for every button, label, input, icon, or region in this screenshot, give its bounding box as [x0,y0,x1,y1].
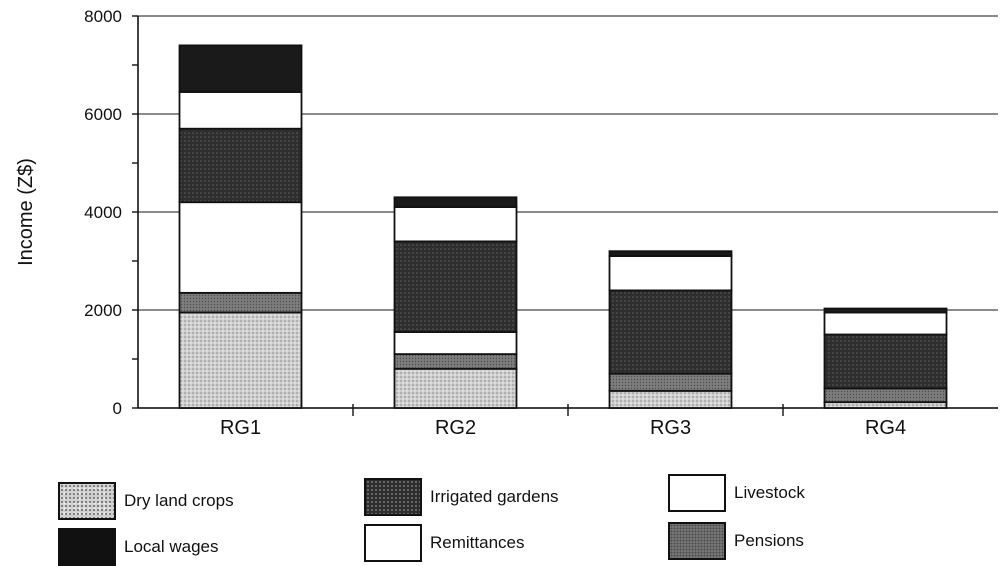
x-tick-label: RG3 [650,417,691,439]
bar-segment-pensions [393,353,518,370]
legend-item-dry-land-crops: Dry land crops [58,482,234,520]
bar-segment-local-wages [823,307,948,314]
legend: Dry land crops Local wages Irrigated gar… [0,470,1001,566]
legend-swatch-local-wages [58,528,116,566]
bars [178,44,948,409]
bar-stack-rg4 [823,307,948,409]
bar-stack-rg2 [393,196,518,409]
legend-swatch-irrigated-gardens [364,478,422,516]
y-tick-label: 0 [113,399,122,418]
x-tick-label: RG4 [865,417,906,439]
bar-segment-local-wages [393,196,518,209]
stacked-bar-chart: 0 2000 4000 6000 8000 RG1 RG2 RG3 RG4 Income (Z$… [15,7,998,439]
bar-segment-dry-land-crops [393,367,518,409]
bar-segment-irrigated-gardens [608,289,733,375]
legend-swatch-livestock [668,474,726,512]
bar-segment-dry-land-crops [178,311,303,409]
legend-item-pensions: Pensions [668,522,804,560]
bar-segment-irrigated-gardens [393,240,518,333]
legend-label-livestock: Livestock [734,483,805,502]
y-tick-label: 6000 [84,105,122,124]
bar-segment-pensions [823,387,948,404]
bar-segment-pensions [178,291,303,314]
bar-segment-livestock [178,201,303,294]
legend-label-irrigated-gardens: Irrigated gardens [430,487,559,506]
legend-item-livestock: Livestock [668,474,805,512]
bar-segment-pensions [608,372,733,392]
legend-label-remittances: Remittances [430,533,525,552]
legend-swatch-pensions [668,522,726,560]
bar-segment-irrigated-gardens [178,127,303,204]
y-tick-label: 8000 [84,7,122,26]
bar-segment-local-wages [178,44,303,93]
legend-item-remittances: Remittances [364,524,524,562]
legend-item-irrigated-gardens: Irrigated gardens [364,478,559,516]
legend-label-pensions: Pensions [734,531,804,550]
bar-segment-remittances [608,255,733,292]
legend-label-local-wages: Local wages [124,537,219,556]
y-tick-label: 4000 [84,203,122,222]
bar-segment-remittances [178,91,303,130]
bar-segment-remittances [823,311,948,336]
y-tick-label: 2000 [84,301,122,320]
legend-swatch-remittances [364,524,422,562]
bar-segment-dry-land-crops [608,389,733,409]
bar-segment-local-wages [608,250,733,257]
legend-label-dry-land-crops: Dry land crops [124,491,234,510]
bar-segment-remittances [393,206,518,243]
y-axis-label: Income (Z$) [15,158,37,266]
bar-segment-irrigated-gardens [823,333,948,390]
legend-swatch-dry-land-crops [58,482,116,520]
bar-stack-rg3 [608,250,733,409]
legend-item-local-wages: Local wages [58,528,219,566]
bar-segment-livestock [393,331,518,355]
x-tick-label: RG1 [220,417,261,439]
x-tick-label: RG2 [435,417,476,439]
bar-stack-rg1 [178,44,303,409]
tick-labels: 0 2000 4000 6000 8000 RG1 RG2 RG3 RG4 [84,7,906,439]
